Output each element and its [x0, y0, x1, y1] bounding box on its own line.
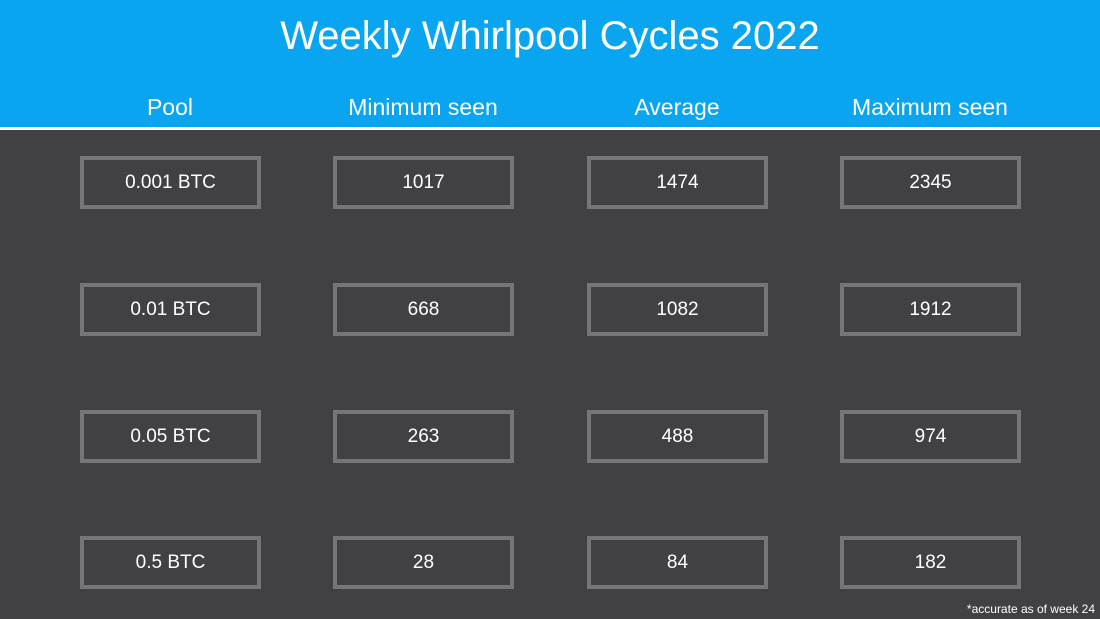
- value-cell: 263: [333, 410, 514, 463]
- value-cell: 182: [840, 536, 1021, 589]
- value-cell: 84: [587, 536, 768, 589]
- pool-cell: 0.5 BTC: [80, 536, 261, 589]
- column-header: Pool: [146, 94, 194, 120]
- header-divider: [0, 127, 1100, 130]
- pool-cell: 0.01 BTC: [80, 283, 261, 336]
- pool-cell: 0.001 BTC: [80, 156, 261, 209]
- footnote: *accurate as of week 24: [966, 602, 1095, 616]
- value-cell: 974: [840, 410, 1021, 463]
- column-header: Average: [634, 94, 720, 120]
- pool-cell: 0.05 BTC: [80, 410, 261, 463]
- header-banner: Weekly Whirlpool Cycles 2022: [0, 0, 1100, 127]
- column-header: Minimum seen: [348, 94, 498, 120]
- value-cell: 28: [333, 536, 514, 589]
- value-cell: 1474: [587, 156, 768, 209]
- page-title: Weekly Whirlpool Cycles 2022: [280, 14, 820, 58]
- column-header: Maximum seen: [852, 94, 1008, 120]
- value-cell: 668: [333, 283, 514, 336]
- value-cell: 2345: [840, 156, 1021, 209]
- value-cell: 1912: [840, 283, 1021, 336]
- value-cell: 1082: [587, 283, 768, 336]
- value-cell: 1017: [333, 156, 514, 209]
- value-cell: 488: [587, 410, 768, 463]
